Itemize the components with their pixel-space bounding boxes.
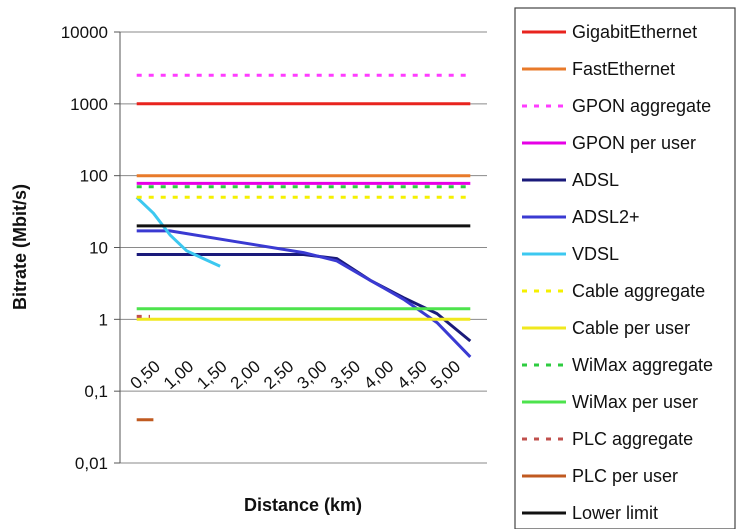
y-tick-label-6: 0,01 — [75, 454, 108, 473]
legend-label-6: VDSL — [572, 244, 619, 264]
legend-box — [514, 7, 736, 529]
y-tick-label-2: 100 — [80, 167, 108, 186]
legend-label-3: GPON per user — [572, 133, 696, 153]
legend-label-7: Cable aggregate — [572, 281, 705, 301]
legend-label-2: GPON aggregate — [572, 96, 711, 116]
legend-label-1: FastEthernet — [572, 59, 675, 79]
series-line-adsl2- — [136, 229, 472, 358]
legend-label-8: Cable per user — [572, 318, 690, 338]
legend-label-4: ADSL — [572, 170, 619, 190]
legend-label-11: PLC aggregate — [572, 429, 693, 449]
y-tick-label-5: 0,1 — [84, 382, 108, 401]
y-tick-label-4: 1 — [99, 310, 108, 329]
y-tick-label-0: 10000 — [61, 23, 108, 42]
series-line-vdsl — [135, 196, 221, 268]
legend-label-5: ADSL2+ — [572, 207, 640, 227]
series-layer — [135, 73, 472, 422]
legend: GigabitEthernet FastEthernet GPON aggregat… — [514, 7, 736, 529]
x-axis-title: Distance (km) — [244, 495, 362, 515]
y-tick-label-1: 1000 — [70, 95, 108, 114]
legend-label-9: WiMax aggregate — [572, 355, 713, 375]
legend-label-0: GigabitEthernet — [572, 22, 697, 42]
axes — [114, 31, 121, 464]
legend-label-12: PLC per user — [572, 466, 678, 486]
y-tick-labels: 10000 1000 100 10 1 0,1 0,01 — [61, 23, 108, 473]
y-axis-title: Bitrate (Mbit/s) — [10, 184, 30, 310]
legend-label-10: WiMax per user — [572, 392, 698, 412]
legend-label-13: Lower limit — [572, 503, 658, 523]
y-tick-label-3: 10 — [89, 239, 108, 258]
